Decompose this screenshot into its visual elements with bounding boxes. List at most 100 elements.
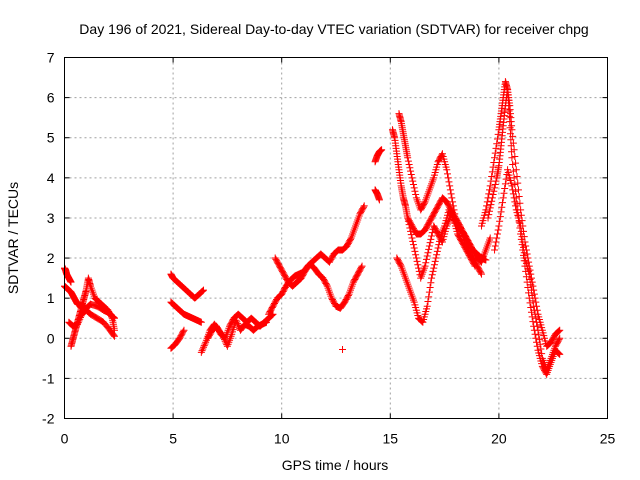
data-point [498, 203, 506, 211]
data-point [532, 298, 540, 306]
data-point [408, 234, 416, 242]
data-point [517, 227, 525, 235]
data-point [487, 201, 495, 209]
data-point [496, 213, 504, 221]
plot-frame [64, 57, 608, 419]
data-point [520, 249, 528, 257]
data-point [408, 174, 416, 182]
data-point [431, 257, 439, 265]
data-point [424, 298, 432, 306]
data-point [485, 186, 493, 194]
data-point [414, 261, 422, 269]
data-point [556, 350, 564, 358]
data-point [492, 177, 500, 185]
data-point [201, 340, 209, 348]
data-point [485, 190, 493, 198]
data-point [482, 256, 490, 264]
data-point [512, 202, 520, 210]
x-tick-label: 25 [600, 431, 616, 447]
data-point [425, 242, 433, 250]
data-point [409, 181, 417, 189]
data-point [197, 348, 205, 356]
data-point [488, 194, 496, 202]
data-point [484, 214, 492, 222]
data-point [516, 199, 524, 207]
data-point [492, 144, 500, 152]
data-point [513, 172, 521, 180]
data-point [511, 181, 519, 189]
data-point [443, 166, 451, 174]
data-point [509, 186, 517, 194]
data-point [537, 345, 545, 353]
data-point [501, 180, 509, 188]
data-point [180, 326, 188, 334]
data-point [511, 198, 519, 206]
data-point [488, 197, 496, 205]
data-point [501, 185, 509, 193]
data-point [407, 170, 415, 178]
data-point [555, 327, 563, 335]
data-point [491, 154, 499, 162]
x-axis-ticks: 0 5 10 15 20 25 [61, 57, 616, 447]
data-point [534, 326, 542, 334]
data-point [378, 146, 386, 154]
data-point [529, 297, 537, 305]
data-point [409, 177, 417, 185]
data-point [423, 255, 430, 263]
y-axis-ticks: -2 -1 0 1 2 3 4 5 6 7 [42, 50, 608, 427]
data-point [197, 318, 205, 326]
data-point [528, 291, 536, 299]
data-point [411, 187, 419, 195]
data-point [489, 163, 497, 171]
y-tick-label: 7 [47, 50, 55, 66]
data-point [404, 157, 412, 165]
data-point [346, 235, 354, 243]
data-point [435, 241, 443, 249]
data-point [406, 164, 414, 172]
data-point [512, 159, 520, 167]
data-point [515, 193, 523, 201]
data-point [420, 199, 428, 207]
data-point [509, 160, 517, 168]
data-point [486, 234, 494, 242]
data-point [491, 181, 499, 189]
data-point [405, 160, 413, 168]
data-point [510, 146, 518, 154]
data-point [425, 293, 433, 301]
data-point [532, 334, 540, 342]
data-points [61, 78, 564, 378]
data-point [412, 191, 420, 199]
data-point [499, 194, 507, 202]
data-point [519, 238, 527, 246]
data-point [445, 178, 453, 186]
x-tick-label: 10 [274, 431, 290, 447]
data-point [423, 302, 431, 310]
data-point [433, 247, 441, 255]
chart-title: Day 196 of 2021, Sidereal Day-to-day VTE… [79, 21, 588, 37]
data-point [526, 275, 534, 283]
data-point [425, 288, 433, 296]
data-point [448, 194, 456, 202]
data-point [490, 187, 498, 195]
data-point [535, 331, 543, 339]
data-point [447, 190, 455, 198]
data-point [538, 350, 546, 358]
data-point [509, 132, 517, 140]
data-point [409, 237, 417, 245]
data-point [424, 249, 432, 257]
y-tick-label: 5 [47, 130, 55, 146]
data-point [404, 214, 412, 222]
data-point [409, 241, 417, 249]
data-point [494, 130, 502, 138]
data-point [446, 186, 454, 194]
data-point [491, 242, 499, 250]
data-point [494, 226, 502, 234]
y-tick-label: -1 [42, 370, 55, 386]
data-point [533, 318, 541, 326]
y-tick-label: 3 [47, 210, 55, 226]
data-point [75, 317, 83, 325]
data-point [527, 304, 535, 312]
data-point [110, 331, 118, 339]
data-point [536, 340, 544, 348]
